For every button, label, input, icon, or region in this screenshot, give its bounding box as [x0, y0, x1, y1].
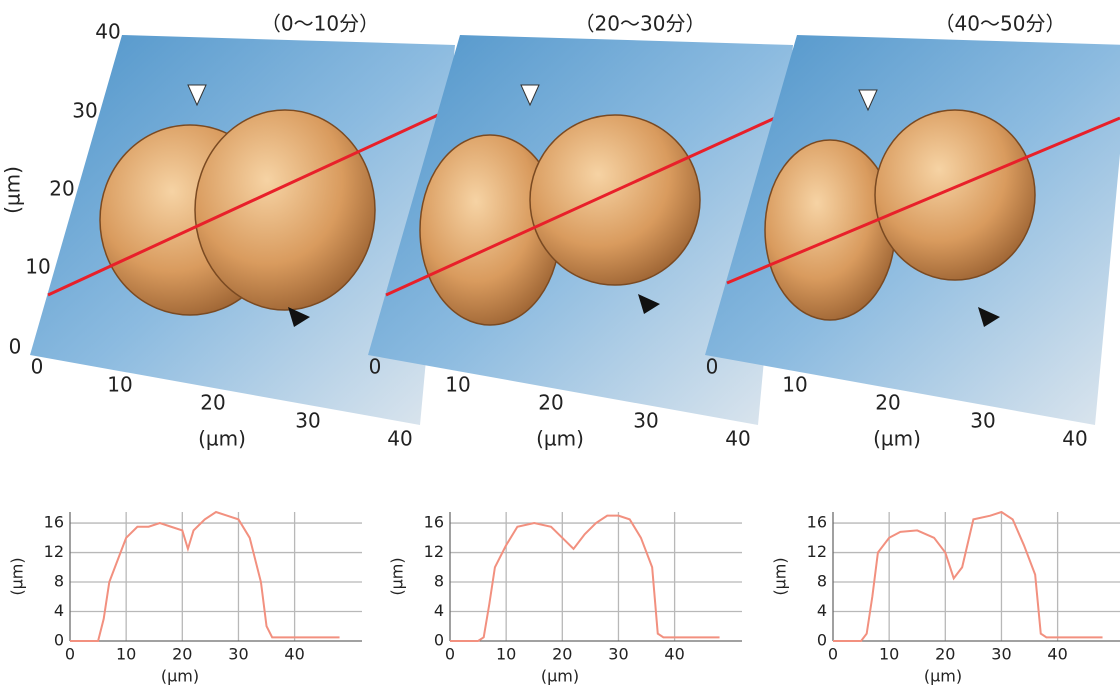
x-tick-label: 30 — [608, 645, 628, 664]
y-tick-label: 20 — [49, 177, 74, 201]
y-tick-label: 16 — [807, 513, 827, 532]
x-tick-label: 10 — [445, 373, 470, 397]
x-axis-label: (µm) — [536, 427, 584, 451]
x-axis-label: (µm) — [161, 667, 199, 686]
x-tick-label: 30 — [970, 409, 995, 433]
y-tick-label: 4 — [54, 601, 64, 620]
figure: （0～10分）010203040(µm)403020100(µm)（20～30分… — [0, 0, 1120, 688]
y-tick-label: 12 — [44, 542, 64, 561]
y-axis-label: (µm) — [1, 166, 25, 214]
image-title: （20～30分） — [575, 12, 706, 36]
x-tick-label: 0 — [65, 645, 75, 664]
x-tick-label: 0 — [706, 355, 719, 379]
cell — [765, 140, 895, 320]
x-axis-label: (µm) — [198, 427, 246, 451]
x-tick-label: 20 — [935, 645, 955, 664]
y-tick-label: 8 — [434, 572, 444, 591]
y-tick-label: 4 — [817, 601, 827, 620]
x-tick-label: 20 — [875, 391, 900, 415]
y-axis-label: (µm) — [388, 557, 407, 595]
y-tick-label: 12 — [424, 542, 444, 561]
profile — [833, 512, 1103, 641]
x-tick-label: 30 — [991, 645, 1011, 664]
y-tick-label: 0 — [434, 631, 444, 650]
x-tick-label: 30 — [633, 409, 658, 433]
x-tick-label: 40 — [1062, 427, 1087, 451]
y-tick-label: 16 — [424, 513, 444, 532]
x-tick-label: 0 — [31, 355, 44, 379]
x-tick-label: 10 — [107, 373, 132, 397]
cell — [195, 110, 375, 310]
y-tick-label: 16 — [44, 513, 64, 532]
y-tick-label: 8 — [817, 572, 827, 591]
x-tick-label: 10 — [782, 373, 807, 397]
x-axis-label: (µm) — [924, 667, 962, 686]
x-tick-label: 40 — [1047, 645, 1067, 664]
x-tick-label: 0 — [445, 645, 455, 664]
y-tick-label: 30 — [72, 99, 97, 123]
image-title: （40～50分） — [935, 12, 1066, 36]
x-axis-label: (µm) — [541, 667, 579, 686]
x-tick-label: 40 — [387, 427, 412, 451]
x-tick-label: 10 — [116, 645, 136, 664]
profile — [70, 512, 340, 641]
cell — [875, 110, 1035, 280]
x-tick-label: 40 — [725, 427, 750, 451]
image-title: （0～10分） — [261, 12, 379, 36]
y-tick-label: 0 — [817, 631, 827, 650]
x-tick-label: 10 — [496, 645, 516, 664]
y-axis-label: (µm) — [8, 557, 27, 595]
x-tick-label: 30 — [295, 409, 320, 433]
x-tick-label: 30 — [228, 645, 248, 664]
x-tick-label: 40 — [284, 645, 304, 664]
profile — [450, 516, 720, 641]
x-tick-label: 20 — [538, 391, 563, 415]
x-tick-label: 20 — [172, 645, 192, 664]
x-tick-label: 40 — [664, 645, 684, 664]
x-tick-label: 10 — [879, 645, 899, 664]
y-tick-label: 40 — [95, 20, 120, 44]
x-tick-label: 0 — [828, 645, 838, 664]
y-tick-label: 12 — [807, 542, 827, 561]
y-tick-label: 8 — [54, 572, 64, 591]
y-axis-label: (µm) — [771, 557, 790, 595]
x-tick-label: 20 — [552, 645, 572, 664]
x-axis-label: (µm) — [873, 427, 921, 451]
y-tick-label: 0 — [54, 631, 64, 650]
y-tick-label: 0 — [9, 335, 22, 359]
x-tick-label: 0 — [369, 355, 382, 379]
y-tick-label: 10 — [25, 255, 50, 279]
image-panel — [30, 35, 455, 425]
y-tick-label: 4 — [434, 601, 444, 620]
cell — [530, 115, 700, 285]
x-tick-label: 20 — [200, 391, 225, 415]
